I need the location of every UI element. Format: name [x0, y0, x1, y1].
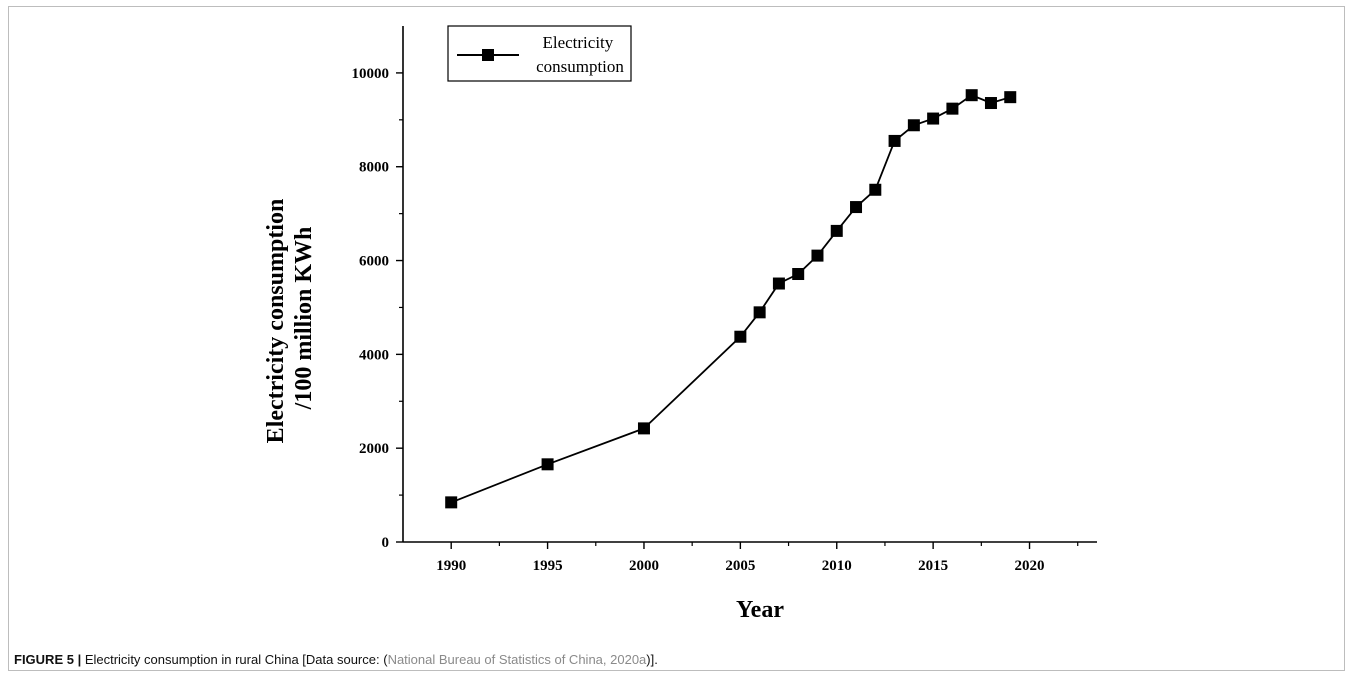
data-point-marker	[637, 422, 650, 435]
data-point-marker	[541, 458, 554, 471]
x-tick-label: 1995	[533, 558, 563, 574]
data-point-marker	[772, 277, 785, 290]
y-axis-title-line-2: /100 million KWh	[291, 227, 317, 411]
legend-label-line-1: Electricity	[542, 33, 613, 52]
data-point-marker	[830, 224, 843, 237]
y-tick-label: 2000	[359, 441, 389, 457]
caption-reference-link[interactable]: National Bureau of Statistics of China, …	[387, 652, 647, 667]
caption-suffix: )].	[646, 652, 658, 667]
data-point-marker	[984, 97, 997, 110]
data-point-marker	[965, 89, 978, 102]
x-axis-title: Year	[736, 597, 784, 623]
data-point-marker	[445, 496, 458, 509]
y-axis-title: Electricity consumption /100 million KWh	[263, 193, 317, 444]
data-point-marker	[811, 249, 824, 262]
x-tick-label: 1990	[436, 558, 466, 574]
y-axis-ticks: 0 2000 4000 6000 8000 10000	[352, 66, 403, 551]
data-point-marker	[753, 306, 766, 319]
y-tick-label: 10000	[352, 66, 390, 82]
y-tick-label: 4000	[359, 347, 389, 363]
data-point-marker	[869, 183, 882, 196]
figure-caption: FIGURE 5 | Electricity consumption in ru…	[14, 652, 658, 667]
series-line	[450, 94, 1011, 504]
data-point-marker	[927, 112, 940, 125]
legend-marker-square	[482, 49, 494, 61]
legend-box	[447, 25, 632, 82]
y-axis-title-line-1: Electricity consumption	[263, 199, 289, 444]
data-point-marker	[850, 201, 863, 214]
figure-label: FIGURE 5 |	[14, 652, 82, 667]
legend-label: Electricity consumption	[536, 33, 624, 76]
y-tick-label: 0	[382, 535, 390, 551]
data-point-marker	[888, 134, 901, 147]
x-tick-label: 2005	[725, 558, 755, 574]
y-tick-label: 8000	[359, 160, 389, 176]
caption-text: Electricity consumption in rural China […	[81, 652, 388, 667]
data-point-marker	[1004, 91, 1017, 104]
x-tick-label: 2015	[918, 558, 948, 574]
y-tick-label: 6000	[359, 254, 389, 270]
data-point-marker	[907, 119, 920, 132]
data-point-marker	[946, 102, 959, 115]
figure-frame	[8, 6, 1345, 671]
legend-label-line-2: consumption	[536, 57, 624, 76]
data-point-marker	[734, 330, 747, 343]
x-tick-label: 2000	[629, 558, 659, 574]
legend: Electricity consumption	[447, 25, 632, 82]
x-tick-label: 2010	[822, 558, 852, 574]
series-electricity-consumption	[445, 89, 1017, 509]
x-tick-label: 2020	[1015, 558, 1045, 574]
data-point-marker	[792, 268, 805, 281]
x-axis-ticks: 1990 1995 2000 2005 2010 2015 2020	[436, 542, 1079, 574]
